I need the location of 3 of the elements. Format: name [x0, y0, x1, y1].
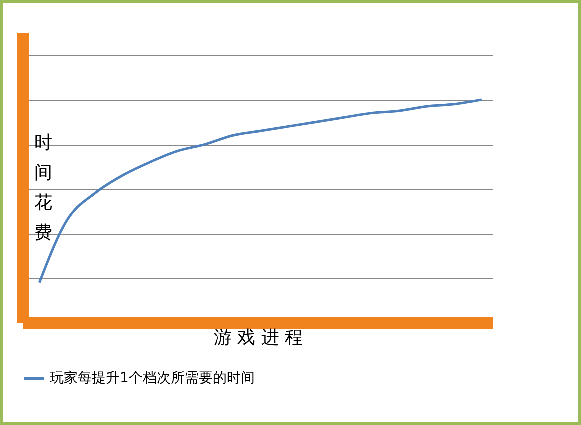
y-axis-title: 时间花费 [34, 132, 52, 244]
x-axis-title: 游 戏 进 程 [214, 328, 304, 348]
legend-label: 玩家每提升1个档次所需要的时间 [50, 370, 255, 386]
